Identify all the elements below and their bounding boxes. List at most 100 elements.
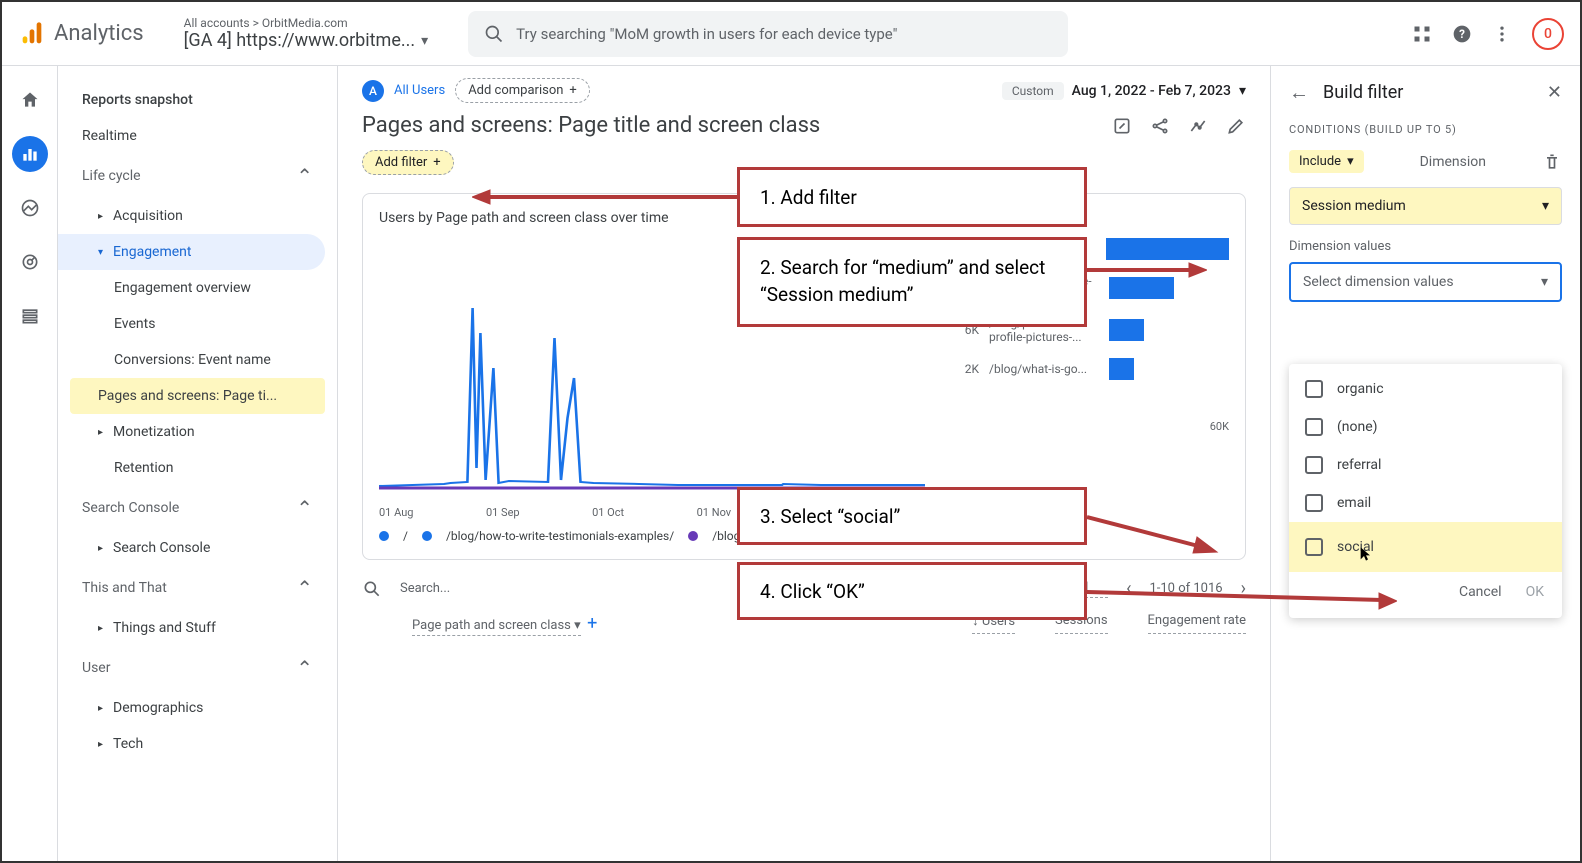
- more-icon[interactable]: [1492, 24, 1512, 44]
- account-selector[interactable]: All accounts > OrbitMedia.com [GA 4] htt…: [184, 16, 429, 51]
- sidebar-monetization[interactable]: ▸Monetization: [58, 414, 337, 450]
- option-email[interactable]: email: [1289, 484, 1562, 522]
- breadcrumb: All accounts > OrbitMedia.com: [184, 16, 429, 30]
- chevron-up-icon: ⌃: [296, 164, 313, 188]
- dimension-select[interactable]: Session medium ▾: [1289, 187, 1562, 225]
- add-comparison-button[interactable]: Add comparison+: [455, 78, 590, 103]
- build-filter-panel: ← Build filter ✕ CONDITIONS (BUILD UP TO…: [1270, 66, 1580, 861]
- callout-2: 2. Search for “medium” and select “Sessi…: [737, 237, 1087, 327]
- caret-right-icon: ▸: [98, 427, 103, 438]
- legend-dot-1: [379, 531, 389, 541]
- chevron-up-icon: ⌃: [296, 576, 313, 600]
- sidebar-engagement[interactable]: ▾Engagement: [58, 234, 325, 270]
- conditions-label: CONDITIONS (BUILD UP TO 5): [1289, 123, 1562, 136]
- cursor-icon: [1358, 546, 1374, 562]
- panel-title: Build filter: [1323, 82, 1403, 103]
- option-none[interactable]: (none): [1289, 408, 1562, 446]
- dim-values-select[interactable]: Select dimension values ▾: [1289, 262, 1562, 302]
- sidebar-pages-screens[interactable]: Pages and screens: Page ti...: [70, 378, 325, 414]
- plus-icon: +: [433, 155, 440, 170]
- sidebar-things-stuff[interactable]: ▸Things and Stuff: [58, 610, 337, 646]
- option-social[interactable]: social: [1289, 522, 1562, 572]
- chevron-down-icon: ▾: [1239, 83, 1246, 99]
- ok-button[interactable]: OK: [1526, 584, 1544, 600]
- rail-home[interactable]: [12, 82, 48, 118]
- rail-reports[interactable]: [12, 136, 48, 172]
- sidebar-lifecycle[interactable]: Life cycle⌃: [58, 154, 337, 198]
- sidebar-demographics[interactable]: ▸Demographics: [58, 690, 337, 726]
- sidebar-search-console-section[interactable]: Search Console⌃: [58, 486, 337, 530]
- avatar[interactable]: 0: [1532, 18, 1564, 50]
- legend-dot-2: [422, 531, 432, 541]
- sidebar-this-that[interactable]: This and That⌃: [58, 566, 337, 610]
- header-actions: ? 0: [1412, 18, 1564, 50]
- search-icon: [484, 24, 504, 44]
- search-icon: [362, 579, 382, 599]
- share-icon[interactable]: [1150, 116, 1170, 136]
- rail-configure[interactable]: [12, 298, 48, 334]
- search-placeholder: Try searching "MoM growth in users for e…: [516, 25, 897, 43]
- insights-icon[interactable]: [1188, 116, 1208, 136]
- help-icon[interactable]: ?: [1452, 24, 1472, 44]
- nav-rail: [2, 66, 58, 861]
- customize-icon[interactable]: [1112, 116, 1132, 136]
- page-title-row: Pages and screens: Page title and screen…: [362, 113, 1246, 138]
- checkbox-icon: [1305, 494, 1323, 512]
- callout-3: 3. Select “social”: [737, 487, 1087, 545]
- page-title: Pages and screens: Page title and screen…: [362, 113, 820, 138]
- chevron-down-icon: ▾: [1542, 198, 1549, 214]
- logo-area: Analytics: [18, 20, 144, 48]
- sidebar-user[interactable]: User⌃: [58, 646, 337, 690]
- caret-right-icon: ▸: [98, 543, 103, 554]
- sidebar-search-console[interactable]: ▸Search Console: [58, 530, 337, 566]
- arrow-2: [1087, 260, 1207, 280]
- sidebar-tech[interactable]: ▸Tech: [58, 726, 337, 762]
- svg-text:?: ?: [1459, 27, 1465, 41]
- caret-right-icon: ▸: [98, 739, 103, 750]
- arrow-1: [472, 187, 737, 207]
- option-referral[interactable]: referral: [1289, 446, 1562, 484]
- add-filter-button[interactable]: Add filter+: [362, 150, 454, 175]
- header: Analytics All accounts > OrbitMedia.com …: [2, 2, 1580, 66]
- segment-label: All Users: [394, 83, 445, 98]
- add-dimension-icon[interactable]: +: [587, 613, 597, 634]
- cancel-button[interactable]: Cancel: [1459, 584, 1502, 600]
- close-icon[interactable]: ✕: [1547, 82, 1562, 103]
- sidebar: Reports snapshot Realtime Life cycle⌃ ▸A…: [58, 66, 338, 861]
- delete-icon[interactable]: [1542, 152, 1562, 172]
- sidebar-events[interactable]: Events: [58, 306, 337, 342]
- edit-icon[interactable]: [1226, 116, 1246, 136]
- sidebar-reports-snapshot[interactable]: Reports snapshot: [58, 82, 337, 118]
- include-dropdown[interactable]: Include ▾: [1289, 150, 1364, 173]
- rail-explore[interactable]: [12, 190, 48, 226]
- checkbox-icon: [1305, 456, 1323, 474]
- col-engagement[interactable]: Engagement rate: [1148, 613, 1246, 634]
- arrow-3: [1087, 507, 1227, 567]
- dimension-values-dropdown: organic (none) referral email social Can…: [1289, 364, 1562, 618]
- arrow-4: [1087, 582, 1397, 612]
- caret-right-icon: ▸: [98, 623, 103, 634]
- callout-4: 4. Click “OK”: [737, 562, 1087, 620]
- legend-dot-3: [688, 531, 698, 541]
- sidebar-conversions[interactable]: Conversions: Event name: [58, 342, 337, 378]
- custom-chip: Custom: [1002, 82, 1064, 100]
- option-organic[interactable]: organic: [1289, 370, 1562, 408]
- callout-1: 1. Add filter: [737, 167, 1087, 227]
- checkbox-icon: [1305, 380, 1323, 398]
- checkbox-icon: [1305, 538, 1323, 556]
- sidebar-realtime[interactable]: Realtime: [58, 118, 337, 154]
- logo-text: Analytics: [54, 21, 144, 46]
- sidebar-engagement-overview[interactable]: Engagement overview: [58, 270, 337, 306]
- chevron-up-icon: ⌃: [296, 496, 313, 520]
- caret-down-icon: ▾: [98, 247, 103, 258]
- sidebar-retention[interactable]: Retention: [58, 450, 337, 486]
- search-bar[interactable]: Try searching "MoM growth in users for e…: [468, 11, 1068, 57]
- back-icon[interactable]: ←: [1289, 80, 1309, 105]
- dimension-header[interactable]: Page path and screen class ▾: [412, 618, 581, 636]
- date-range-picker[interactable]: Custom Aug 1, 2022 - Feb 7, 2023 ▾: [1002, 82, 1246, 100]
- apps-icon[interactable]: [1412, 24, 1432, 44]
- sidebar-acquisition[interactable]: ▸Acquisition: [58, 198, 337, 234]
- plus-icon: +: [569, 83, 576, 98]
- chevron-up-icon: ⌃: [296, 656, 313, 680]
- rail-advertising[interactable]: [12, 244, 48, 280]
